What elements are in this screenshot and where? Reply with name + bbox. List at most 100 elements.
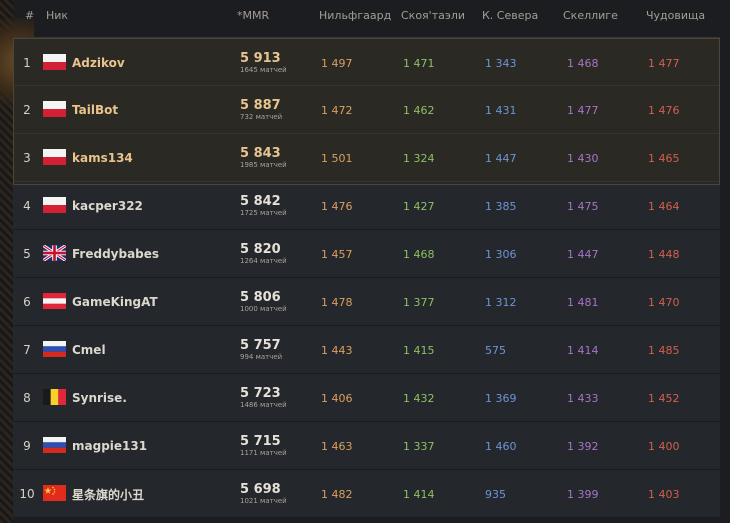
scoiatael-rating: 1 432 [403,391,435,405]
header-skellige[interactable]: Скеллиге [563,9,618,22]
china-flag-icon [43,484,66,502]
northern-realms-rating: 935 [485,487,506,501]
matches-count: 1486 матчей [240,400,287,409]
mmr-cell: 5 715 1171 матчей [240,422,287,470]
table-row[interactable]: 3 kams134 5 843 1985 матчей 1 501 1 324 … [13,134,720,182]
player-nick-link[interactable]: magpie131 [72,439,148,453]
table-row[interactable]: 6 GameKingAT 5 806 1000 матчей 1 478 1 3… [13,278,720,326]
scoiatael-rating: 1 337 [403,439,435,453]
monsters-rating: 1 400 [648,439,680,453]
table-row[interactable]: 10 星条旗的小丑 5 698 1021 матчей 1 482 1 414 … [13,470,720,518]
russia-flag-icon [43,436,66,454]
scoiatael-rating: 1 377 [403,295,435,309]
matches-count: 1985 матчей [240,160,287,169]
rank-number: 3 [23,151,31,165]
mmr-value: 5 843 [240,145,281,161]
rank-number: 5 [23,247,31,261]
skellige-rating: 1 399 [567,487,599,501]
header-mmr[interactable]: *MMR [237,9,270,22]
scoiatael-rating: 1 427 [403,199,435,213]
header-scoiatael[interactable]: Скоя'таэли [401,9,466,22]
mmr-cell: 5 843 1985 матчей [240,134,287,182]
skellige-rating: 1 477 [567,103,599,117]
monsters-rating: 1 477 [648,56,680,70]
header-northern-realms[interactable]: К. Севера [482,9,539,22]
mmr-cell: 5 806 1000 матчей [240,278,287,326]
nilfgaard-rating: 1 406 [321,391,353,405]
scoiatael-rating: 1 414 [403,487,435,501]
header-nilfgaard[interactable]: Нильфгаард [319,9,392,22]
monsters-rating: 1 403 [648,487,680,501]
header-nick[interactable]: Ник [46,9,69,22]
player-nick-link[interactable]: TailBot [72,103,119,117]
mmr-cell: 5 698 1021 матчей [240,470,287,518]
table-row[interactable]: 8 Synrise. 5 723 1486 матчей 1 406 1 432… [13,374,720,422]
table-row[interactable]: 1 Adzikov 5 913 1645 матчей 1 497 1 471 … [13,38,720,86]
matches-count: 1000 матчей [240,304,287,313]
monsters-rating: 1 485 [648,343,680,357]
player-nick-link[interactable]: kams134 [72,151,133,165]
skellige-rating: 1 433 [567,391,599,405]
skellige-rating: 1 475 [567,199,599,213]
table-row[interactable]: 7 Cmel 5 757 994 матчей 1 443 1 415 575 … [13,326,720,374]
mmr-value: 5 820 [240,241,281,257]
poland-flag-icon [43,196,66,214]
table-row[interactable]: 9 magpie131 5 715 1171 матчей 1 463 1 33… [13,422,720,470]
rank-number: 10 [19,487,35,501]
monsters-rating: 1 452 [648,391,680,405]
matches-count: 1264 матчей [240,256,287,265]
mmr-cell: 5 887 732 матчей [240,86,282,134]
matches-count: 1021 матчей [240,496,287,505]
matches-count: 1645 матчей [240,65,287,74]
nilfgaard-rating: 1 472 [321,103,353,117]
northern-realms-rating: 1 385 [485,199,517,213]
rank-number: 1 [23,56,31,70]
monsters-rating: 1 464 [648,199,680,213]
northern-realms-rating: 1 460 [485,439,517,453]
player-nick-link[interactable]: 星条旗的小丑 [72,487,145,502]
uk-flag-icon [43,244,66,262]
belgium-flag-icon [43,388,66,406]
monsters-rating: 1 465 [648,151,680,165]
matches-count: 732 матчей [240,112,283,121]
northern-realms-rating: 1 306 [485,247,517,261]
table-header: # Ник *MMR Нильфгаард Скоя'таэли К. Севе… [13,0,720,38]
header-monsters[interactable]: Чудовища [646,9,706,22]
nilfgaard-rating: 1 497 [321,56,353,70]
monsters-rating: 1 470 [648,295,680,309]
table-row[interactable]: 4 kacper322 5 842 1725 матчей 1 476 1 42… [13,182,720,230]
scoiatael-rating: 1 324 [403,151,435,165]
northern-realms-rating: 1 343 [485,56,517,70]
mmr-value: 5 715 [240,433,281,449]
monsters-rating: 1 476 [648,103,680,117]
skellige-rating: 1 392 [567,439,599,453]
table-row[interactable]: 2 TailBot 5 887 732 матчей 1 472 1 462 1… [13,86,720,134]
mmr-value: 5 842 [240,193,281,209]
mmr-value: 5 757 [240,337,281,353]
poland-flag-icon [43,148,66,166]
mmr-cell: 5 723 1486 матчей [240,374,287,422]
mmr-value: 5 913 [240,50,281,66]
leaderboard-table: # Ник *MMR Нильфгаард Скоя'таэли К. Севе… [13,0,720,518]
table-body: 1 Adzikov 5 913 1645 матчей 1 497 1 471 … [13,38,720,518]
player-nick-link[interactable]: Freddybabes [72,247,160,261]
skellige-rating: 1 430 [567,151,599,165]
skellige-rating: 1 414 [567,343,599,357]
mmr-value: 5 887 [240,97,281,113]
player-nick-link[interactable]: kacper322 [72,199,143,213]
rank-number: 7 [23,343,31,357]
scoiatael-rating: 1 415 [403,343,435,357]
table-row[interactable]: 5 Freddybabes 5 820 1264 матчей 1 457 1 … [13,230,720,278]
player-nick-link[interactable]: Adzikov [72,56,125,70]
poland-flag-icon [43,100,66,118]
northern-realms-rating: 1 312 [485,295,517,309]
northern-realms-rating: 1 369 [485,391,517,405]
rank-number: 6 [23,295,31,309]
player-nick-link[interactable]: GameKingAT [72,295,158,309]
matches-count: 994 матчей [240,352,283,361]
player-nick-link[interactable]: Synrise. [72,391,127,405]
nilfgaard-rating: 1 457 [321,247,353,261]
northern-realms-rating: 1 447 [485,151,517,165]
player-nick-link[interactable]: Cmel [72,343,106,357]
nilfgaard-rating: 1 482 [321,487,353,501]
